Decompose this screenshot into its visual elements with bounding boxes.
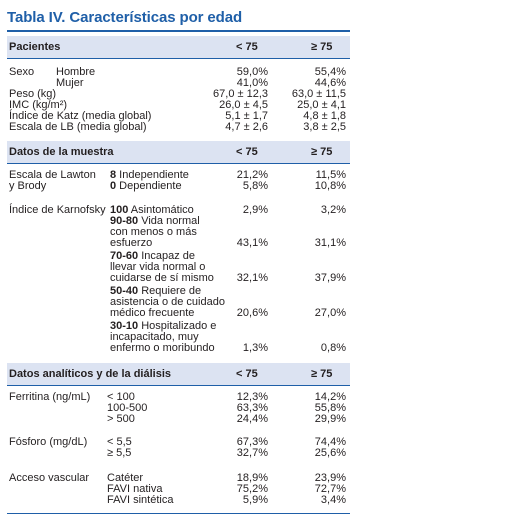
value-75-plus: 4,8 ± 1,8 — [303, 110, 346, 122]
value-75-plus: 0,8% — [320, 342, 346, 354]
row-label-lb: Escala de LB (media global) — [9, 121, 147, 133]
row-label-imc: IMC (kg/m²) — [9, 99, 68, 111]
section-label: Datos de la muestra — [9, 146, 114, 158]
category-label: < 5,5 — [107, 436, 132, 448]
value-under-75: 59,0% — [236, 66, 268, 78]
category-label: 70-60 Incapaz de — [110, 250, 196, 262]
value-75-plus: 74,4% — [314, 436, 346, 448]
value-under-75: 75,2% — [236, 483, 268, 495]
value-75-plus: 44,6% — [314, 77, 346, 89]
value-under-75: 21,2% — [236, 169, 268, 181]
value-75-plus: 3,8 ± 2,5 — [303, 121, 346, 133]
value-under-75: 5,8% — [242, 180, 268, 192]
section-label: Datos analíticos y de la diálisis — [9, 368, 172, 380]
row-sublabel: Hombre — [56, 66, 96, 78]
value-under-75: 24,4% — [236, 413, 268, 425]
value-75-plus: 10,8% — [314, 180, 346, 192]
category-label: 100-500 — [107, 402, 148, 414]
category-label: FAVI sintética — [107, 494, 174, 506]
row-label-karnofsky: Índice de Karnofsky — [9, 204, 106, 216]
value-75-plus: 27,0% — [314, 307, 346, 319]
category-label: Catéter — [107, 472, 144, 484]
category-label-cont: médico frecuente — [110, 307, 195, 319]
category-label-cont: con menos o más — [110, 226, 197, 238]
value-75-plus: 55,8% — [314, 402, 346, 414]
value-under-75: 5,1 ± 1,7 — [225, 110, 268, 122]
category-label-cont: enfermo o moribundo — [110, 342, 215, 354]
row-label-ferritina: Ferritina (ng/mL) — [9, 391, 91, 403]
value-under-75: 1,3% — [242, 342, 268, 354]
row-label-fosforo: Fósforo (mg/dL) — [9, 436, 88, 448]
column-header-under-75: < 75 — [236, 146, 258, 158]
category-label: > 500 — [107, 413, 135, 425]
value-75-plus: 63,0 ± 11,5 — [291, 88, 346, 100]
title-rule — [7, 30, 350, 32]
category-label: 50-40 Requiere de — [110, 285, 202, 297]
category-label-cont: cuidarse de sí mismo — [110, 272, 214, 284]
column-header-75-plus: ≥ 75 — [311, 368, 333, 380]
value-75-plus: 11,5% — [315, 169, 346, 181]
value-under-75: 43,1% — [236, 237, 268, 249]
value-under-75: 67,0 ± 12,3 — [213, 88, 268, 100]
value-under-75: 2,9% — [242, 204, 268, 216]
value-under-75: 63,3% — [236, 402, 268, 414]
row-label-acceso: Acceso vascular — [9, 472, 90, 484]
column-header-under-75: < 75 — [236, 41, 258, 53]
section-header-analiticos — [7, 363, 350, 386]
category-label: 100 Asintomático — [110, 204, 194, 216]
section-label: Pacientes — [9, 41, 61, 53]
value-75-plus: 23,9% — [314, 472, 346, 484]
category-label-cont: esfuerzo — [110, 237, 153, 249]
value-under-75: 4,7 ± 2,6 — [225, 121, 268, 133]
category-label: 30-10 Hospitalizado e — [110, 320, 217, 332]
value-75-plus: 72,7% — [314, 483, 346, 495]
column-header-75-plus: ≥ 75 — [311, 146, 333, 158]
value-under-75: 12,3% — [236, 391, 268, 403]
section-header-muestra — [7, 141, 350, 164]
category-label: < 100 — [107, 391, 135, 403]
row-label-lawton-cont: y Brody — [9, 180, 47, 192]
value-75-plus: 25,6% — [314, 447, 346, 459]
row-label-sexo: Sexo — [9, 66, 35, 78]
value-under-75: 32,7% — [236, 447, 268, 459]
value-75-plus: 29,9% — [314, 413, 346, 425]
row-sublabel: Mujer — [56, 77, 84, 89]
value-under-75: 41,0% — [236, 77, 268, 89]
category-label-cont: llevar vida normal o — [110, 261, 206, 273]
column-header-75-plus: ≥ 75 — [311, 41, 333, 53]
value-75-plus: 3,2% — [320, 204, 346, 216]
value-under-75: 67,3% — [236, 436, 268, 448]
category-label: ≥ 5,5 — [107, 447, 132, 459]
value-75-plus: 55,4% — [314, 66, 346, 78]
column-header-under-75: < 75 — [236, 368, 258, 380]
row-label-katz: Índice de Katz (media global) — [9, 110, 152, 122]
value-75-plus: 3,4% — [320, 494, 346, 506]
section-header-pacientes — [7, 36, 350, 59]
category-label: 8 Independiente — [110, 169, 189, 181]
value-under-75: 5,9% — [242, 494, 268, 506]
value-75-plus: 14,2% — [314, 391, 346, 403]
category-label: 0 Dependiente — [110, 180, 182, 192]
row-label-peso: Peso (kg) — [9, 88, 57, 100]
row-label-lawton: Escala de Lawton — [9, 169, 96, 181]
value-under-75: 18,9% — [236, 472, 268, 484]
value-under-75: 26,0 ± 4,5 — [219, 99, 268, 111]
table-bottom-rule — [7, 513, 350, 514]
category-label: 90-80 Vida normal — [110, 215, 200, 227]
value-75-plus: 37,9% — [314, 272, 346, 284]
value-75-plus: 31,1% — [314, 237, 346, 249]
value-75-plus: 25,0 ± 4,1 — [297, 99, 346, 111]
category-label: FAVI nativa — [107, 483, 163, 495]
table-title: Tabla IV. Características por edad — [7, 9, 243, 26]
category-label-cont: asistencia o de cuidado — [110, 296, 225, 308]
category-label-cont: incapacitado, muy — [110, 331, 199, 343]
value-under-75: 32,1% — [236, 272, 268, 284]
value-under-75: 20,6% — [236, 307, 268, 319]
